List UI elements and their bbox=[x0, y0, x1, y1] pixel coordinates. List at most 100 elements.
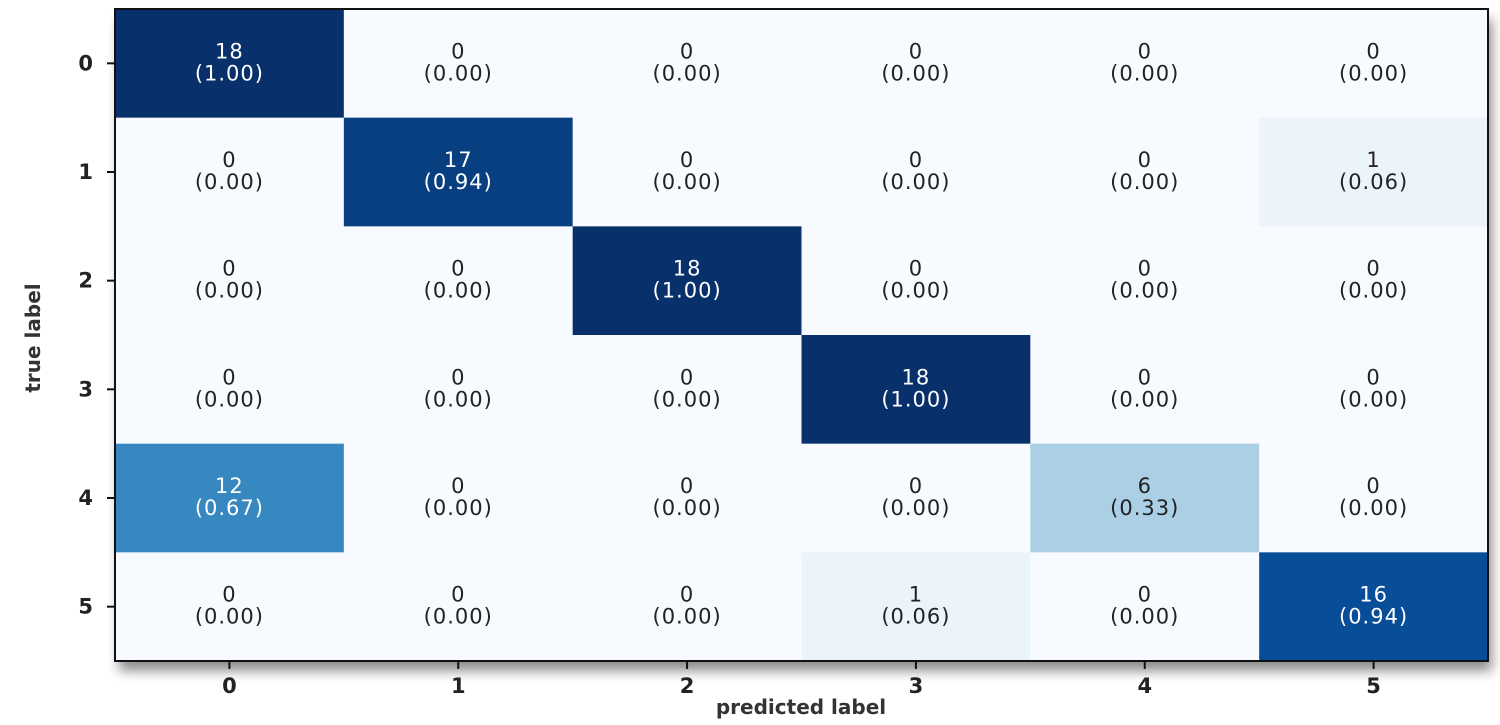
cell-count-label: 0 bbox=[909, 39, 923, 63]
cell-background bbox=[1259, 117, 1489, 227]
matrix-cell-5-3: 1(0.06) bbox=[801, 552, 1031, 662]
cell-fraction-label: (0.00) bbox=[881, 61, 950, 85]
cell-background bbox=[1030, 117, 1260, 227]
matrix-cell-4-1: 0(0.00) bbox=[343, 443, 574, 553]
cell-fraction-label: (1.00) bbox=[195, 61, 264, 85]
cell-count-label: 6 bbox=[1138, 474, 1152, 498]
matrix-cell-1-2: 0(0.00) bbox=[572, 117, 802, 227]
cell-fraction-label: (0.00) bbox=[1339, 61, 1408, 85]
cell-fraction-label: (0.00) bbox=[653, 496, 722, 520]
y-axis-title: true label bbox=[21, 283, 45, 392]
matrix-cell-5-5: 16(0.94) bbox=[1259, 552, 1489, 662]
cell-count-label: 0 bbox=[1138, 39, 1152, 63]
cell-fraction-label: (0.00) bbox=[653, 170, 722, 194]
cell-count-label: 0 bbox=[451, 583, 465, 607]
cell-background bbox=[572, 335, 802, 445]
matrix-cell-5-4: 0(0.00) bbox=[1030, 552, 1260, 662]
cell-fraction-label: (0.00) bbox=[1339, 496, 1408, 520]
matrix-cell-3-5: 0(0.00) bbox=[1259, 335, 1489, 445]
cell-fraction-label: (0.00) bbox=[195, 605, 264, 629]
cell-background bbox=[801, 117, 1031, 227]
x-tick-label: 0 bbox=[222, 674, 237, 698]
cell-count-label: 0 bbox=[1138, 148, 1152, 172]
cell-count-label: 18 bbox=[673, 257, 702, 281]
cell-background bbox=[343, 443, 574, 553]
cell-background bbox=[801, 443, 1031, 553]
y-tick-label: 5 bbox=[78, 595, 93, 619]
cell-count-label: 18 bbox=[215, 39, 244, 63]
cell-fraction-label: (0.00) bbox=[653, 605, 722, 629]
cell-count-label: 0 bbox=[451, 39, 465, 63]
cell-fraction-label: (0.00) bbox=[881, 496, 950, 520]
cell-count-label: 0 bbox=[222, 583, 236, 607]
cell-fraction-label: (0.00) bbox=[424, 605, 493, 629]
matrix-cell-5-1: 0(0.00) bbox=[343, 552, 574, 662]
matrix-cell-1-3: 0(0.00) bbox=[801, 117, 1031, 227]
cell-background bbox=[115, 226, 345, 336]
cell-count-label: 16 bbox=[1359, 583, 1388, 607]
cell-count-label: 0 bbox=[680, 365, 694, 389]
matrix-cell-4-4: 6(0.33) bbox=[1030, 443, 1260, 553]
x-tick-label: 1 bbox=[451, 674, 466, 698]
matrix-cell-0-5: 0(0.00) bbox=[1259, 9, 1489, 119]
cell-background bbox=[343, 335, 574, 445]
y-tick-label: 4 bbox=[78, 486, 93, 510]
cell-count-label: 18 bbox=[902, 365, 931, 389]
cell-count-label: 0 bbox=[1366, 257, 1380, 281]
matrix-cell-4-5: 0(0.00) bbox=[1259, 443, 1489, 553]
cell-fraction-label: (0.00) bbox=[1110, 605, 1179, 629]
cell-fraction-label: (0.00) bbox=[424, 279, 493, 303]
cell-background bbox=[1259, 335, 1489, 445]
x-tick-label: 5 bbox=[1366, 674, 1381, 698]
y-tick-label: 0 bbox=[78, 51, 93, 75]
cell-fraction-label: (0.00) bbox=[195, 279, 264, 303]
cell-fraction-label: (0.00) bbox=[653, 387, 722, 411]
matrix-cell-4-2: 0(0.00) bbox=[572, 443, 802, 553]
cell-count-label: 0 bbox=[222, 148, 236, 172]
matrix-cell-0-3: 0(0.00) bbox=[801, 9, 1031, 119]
cell-count-label: 0 bbox=[1366, 365, 1380, 389]
cell-background bbox=[343, 117, 574, 227]
cell-count-label: 0 bbox=[680, 583, 694, 607]
y-tick-label: 3 bbox=[78, 377, 93, 401]
cell-count-label: 0 bbox=[680, 39, 694, 63]
cell-fraction-label: (0.67) bbox=[195, 496, 264, 520]
cell-background bbox=[1259, 9, 1489, 119]
cell-count-label: 0 bbox=[451, 257, 465, 281]
cell-count-label: 17 bbox=[444, 148, 473, 172]
x-tick-label: 3 bbox=[909, 674, 924, 698]
cell-fraction-label: (0.00) bbox=[195, 170, 264, 194]
cell-background bbox=[801, 552, 1031, 662]
cell-count-label: 0 bbox=[1366, 39, 1380, 63]
x-tick-label: 2 bbox=[680, 674, 695, 698]
matrix-cell-2-5: 0(0.00) bbox=[1259, 226, 1489, 336]
cell-fraction-label: (0.00) bbox=[1339, 279, 1408, 303]
cell-count-label: 0 bbox=[680, 474, 694, 498]
matrix-cell-2-4: 0(0.00) bbox=[1030, 226, 1260, 336]
cell-background bbox=[572, 226, 802, 336]
matrix-cell-2-3: 0(0.00) bbox=[801, 226, 1031, 336]
cell-count-label: 0 bbox=[222, 365, 236, 389]
cell-count-label: 12 bbox=[215, 474, 244, 498]
cell-fraction-label: (0.06) bbox=[1339, 170, 1408, 194]
y-tick-label: 1 bbox=[78, 160, 93, 184]
cell-background bbox=[115, 335, 345, 445]
matrix-cell-4-0: 12(0.67) bbox=[115, 443, 345, 553]
cell-fraction-label: (0.00) bbox=[881, 170, 950, 194]
cell-fraction-label: (0.00) bbox=[1339, 387, 1408, 411]
cell-count-label: 0 bbox=[1366, 474, 1380, 498]
cell-count-label: 0 bbox=[1138, 365, 1152, 389]
y-axis-ticks: 0 1 2 3 4 5 bbox=[78, 51, 115, 619]
cell-background bbox=[801, 335, 1031, 445]
cell-count-label: 1 bbox=[909, 583, 923, 607]
matrix-cell-1-5: 1(0.06) bbox=[1259, 117, 1489, 227]
cell-fraction-label: (1.00) bbox=[881, 387, 950, 411]
matrix-cell-3-1: 0(0.00) bbox=[343, 335, 574, 445]
cell-background bbox=[572, 117, 802, 227]
matrix-cell-4-3: 0(0.00) bbox=[801, 443, 1031, 553]
cell-fraction-label: (0.00) bbox=[424, 387, 493, 411]
matrix-cell-1-0: 0(0.00) bbox=[115, 117, 345, 227]
matrix-cell-0-4: 0(0.00) bbox=[1030, 9, 1260, 119]
cell-count-label: 0 bbox=[1138, 257, 1152, 281]
matrix-cell-5-2: 0(0.00) bbox=[572, 552, 802, 662]
